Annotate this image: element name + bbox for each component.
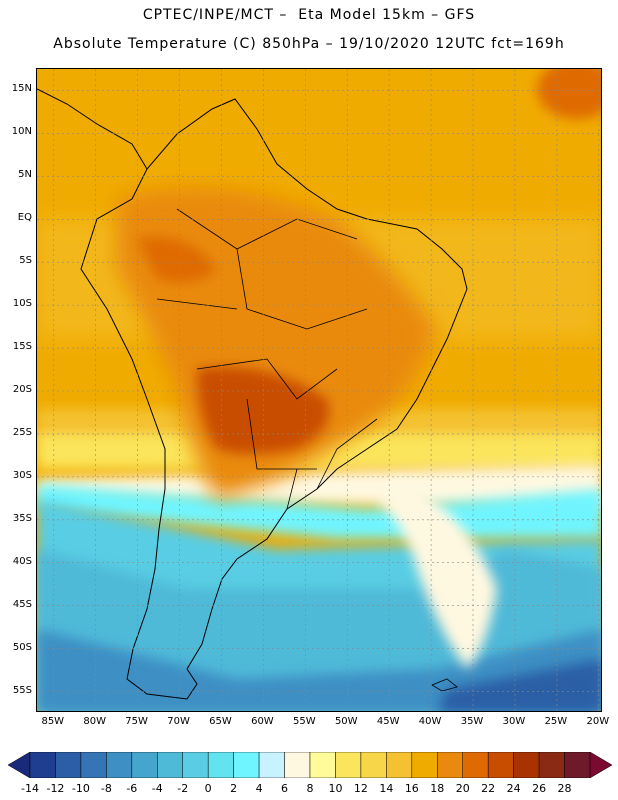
colorbar-cell [487,752,514,778]
band-neg12 [437,659,601,711]
longitude-label: 70W [167,716,190,727]
colorbar-cell [437,752,463,778]
colorbar [8,752,612,778]
colorbar-tick-label: 20 [455,782,470,795]
colorbar-tick-label: 2 [230,782,238,795]
latitude-label: 10N [11,126,32,138]
latitude-label: EQ [17,212,32,224]
colorbar-tick-label: 10 [328,782,343,795]
longitude-label: 40W [418,716,442,727]
latitude-label: 50S [12,641,32,653]
header-line-2: Absolute Temperature (C) 850hPa – 19/10/… [53,36,565,52]
colorbar-tick-label: 14 [379,782,394,795]
colorbar-tick-label: -14 [21,782,39,795]
ne-warm-spot [537,69,601,119]
colorbar-tick-label: 6 [281,782,289,795]
temperature-map [36,68,602,712]
latitude-label: 5N [18,169,32,181]
colorbar-cell [462,752,489,778]
colorbar-cell [131,752,158,778]
colorbar-under-triangle [8,752,31,778]
longitude-label: 50W [334,716,358,727]
colorbar-cell [157,752,183,778]
colorbar-tick-label: 18 [430,782,445,795]
longitude-label: 80W [83,716,106,727]
latitude-label: 10S [12,298,32,310]
colorbar-tick-label: 24 [506,782,521,795]
grid-lines [37,69,601,711]
warm-tongue [377,479,497,669]
latitude-label: 55S [12,684,32,696]
colorbar-cell [106,752,133,778]
colorbar-tick-label: 22 [481,782,496,795]
falkland-islands [431,678,458,692]
colorbar-cell [335,752,362,778]
longitude-label: 55W [293,716,316,727]
colorbar-tick-label: -2 [177,782,189,795]
longitude-label: 85W [41,716,65,727]
central-america [37,88,148,170]
colorbar-cell [80,752,107,778]
colorbar-tick-label: 0 [204,782,212,795]
longitude-label: 20W [586,716,610,727]
longitude-label: 45W [376,716,400,727]
longitude-label: 30W [502,716,526,727]
colorbar-tick-label: 12 [353,782,368,795]
colorbar-tick-label: 8 [306,782,314,795]
colorbar-tick-label: 28 [557,782,572,795]
colorbar-tick-label: -8 [100,782,112,795]
latitude-label: 30S [12,469,32,481]
coastline [80,98,468,700]
amazon-hot [137,237,217,283]
colorbar-cell [386,752,413,778]
latitude-label: 20S [12,384,32,395]
colorbar-cell [411,752,438,778]
temperature-field [37,69,601,711]
colorbar-tick-label: 26 [532,782,547,795]
colorbar-cell [233,752,260,778]
longitude-label: 60W [251,716,274,727]
colorbar-cell [309,752,336,778]
colorbar-cell [258,752,285,778]
colorbar-cell [538,752,565,778]
continent-hot [197,367,329,454]
colorbar-cell [564,752,591,778]
header-line-1: CPTEC/INPE/MCT – Eta Model 15km – GFS [142,7,476,23]
colorbar-cell [182,752,209,778]
latitude-label: 5S [19,255,32,267]
longitude-label: 25W [544,716,568,727]
colorbar-tick-label: -4 [151,782,163,795]
colorbar-over-triangle [589,752,612,778]
colorbar-cell [513,752,540,778]
colorbar-tick-label: 4 [255,782,263,795]
colorbar-tick-label: -12 [46,782,65,795]
colorbar-tick-label: -10 [71,782,90,795]
colorbar-cell [284,752,311,778]
colorbar-cell [207,752,234,778]
longitude-label: 65W [209,716,232,727]
latitude-label: 45S [12,598,32,610]
colorbar-cell [55,752,82,778]
latitude-label: 15S [12,341,32,353]
colorbar-cell [360,752,387,778]
country-borders [156,208,378,510]
longitude-label: 35W [460,716,484,727]
latitude-label: 25S [12,426,32,438]
longitude-label: 75W [125,716,148,727]
latitude-label: 35S [12,512,32,524]
colorbar-cell [29,752,56,778]
latitude-label: 15N [11,83,32,95]
colorbar-tick-label: 16 [404,782,419,795]
latitude-label: 40S [12,555,32,567]
colorbar-tick-label: -6 [126,782,138,795]
